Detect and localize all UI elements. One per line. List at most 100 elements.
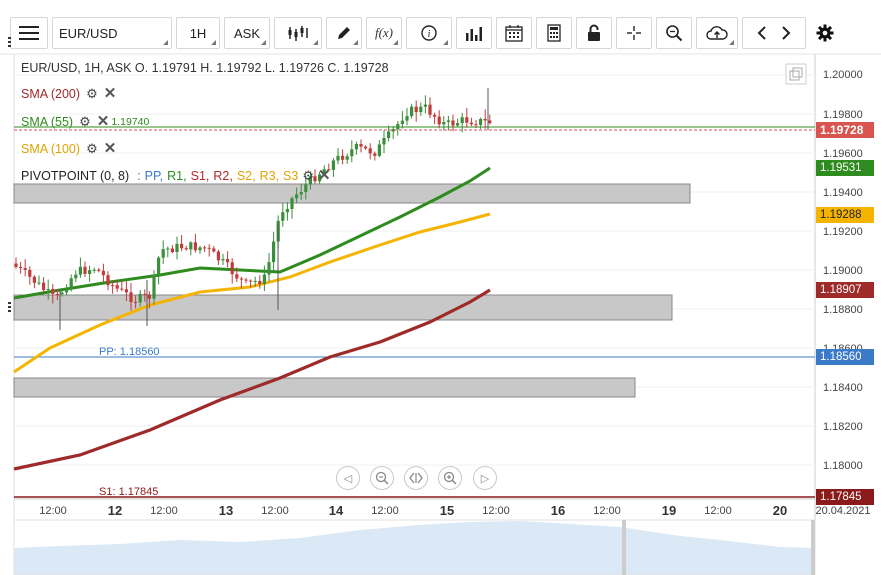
candle-body (69, 278, 73, 290)
pivot-item-pp: PP, (144, 169, 164, 183)
candle-body (290, 198, 294, 209)
x-tick-day: 12 (107, 503, 123, 518)
candle-body (65, 289, 69, 293)
candle-body (230, 262, 234, 275)
close-icon[interactable]: ✕ (318, 167, 331, 184)
candle-body (198, 247, 202, 251)
zoom-out-icon (375, 471, 389, 485)
candle-body (350, 149, 354, 157)
dropdown-corner-icon (313, 40, 318, 45)
candle-body (28, 269, 32, 277)
candle-body (152, 274, 156, 299)
candle-body (359, 144, 363, 147)
sma200-legend: SMA (200) ⚙ ✕ (21, 85, 117, 102)
sma55-label[interactable]: SMA (55) (21, 115, 74, 129)
close-icon[interactable]: ✕ (103, 85, 117, 102)
crosshair-icon (627, 26, 641, 40)
volume-button[interactable] (456, 17, 492, 49)
candle-body (83, 266, 87, 274)
zoom-button[interactable] (656, 17, 692, 49)
cloud-button[interactable] (696, 17, 738, 49)
grid-lines (14, 74, 815, 466)
candle-body (203, 247, 207, 249)
candle-body (60, 292, 64, 295)
candle-body (387, 131, 391, 138)
info-icon: i (421, 25, 437, 41)
candle-body (341, 155, 345, 160)
chevron-left-icon[interactable] (757, 25, 767, 41)
reset-zoom-button[interactable] (404, 466, 428, 490)
fit-icon (409, 472, 423, 484)
x-tick: 12:00 (371, 505, 399, 517)
calculator-icon (547, 24, 561, 42)
pivot-item-r2: R2, (213, 169, 233, 183)
dropdown-corner-icon (393, 40, 398, 45)
gear-icon[interactable]: ⚙ (79, 114, 91, 129)
x-tick-date: 20.04.2021 (815, 505, 871, 517)
candle-body (396, 124, 400, 130)
x-tick: 12:00 (261, 505, 289, 517)
chart-type-button[interactable] (274, 17, 322, 49)
scroll-left-button[interactable]: ◁ (336, 466, 360, 490)
candle-body (465, 117, 469, 123)
gear-icon[interactable]: ⚙ (86, 86, 98, 101)
candle-body (14, 263, 18, 267)
chevron-right-icon[interactable] (781, 25, 791, 41)
candle-body (364, 146, 368, 149)
pivot-colon: : (137, 169, 141, 183)
x-tick-day: 13 (218, 503, 234, 518)
candle-body (336, 155, 340, 161)
candle-body (308, 176, 312, 185)
candle-body (189, 242, 193, 250)
candle-body (170, 248, 174, 253)
calendar-button[interactable] (496, 17, 532, 49)
gear-icon[interactable]: ⚙ (86, 141, 98, 156)
candle-body (272, 241, 276, 263)
candle-body (488, 120, 492, 124)
candle-body (304, 184, 308, 192)
draw-tool-button[interactable] (326, 17, 362, 49)
candle-body (267, 262, 271, 275)
scroll-right-button[interactable]: ▷ (473, 466, 497, 490)
sma55-line (13, 166, 491, 300)
candle-body (115, 285, 119, 289)
zoom-out-button[interactable] (370, 466, 394, 490)
pivot-item-r3: R3, (259, 169, 280, 183)
gear-icon[interactable]: ⚙ (302, 168, 314, 183)
candle-body (42, 282, 46, 290)
candle-body (410, 106, 414, 117)
candle-body (382, 137, 386, 145)
candle-body (180, 243, 184, 249)
sma100-legend: SMA (100) ⚙ ✕ (21, 140, 117, 157)
pivot-item-s1: S1, (190, 169, 210, 183)
bar-chart-icon (466, 27, 482, 41)
lock-button[interactable] (576, 17, 612, 49)
menu-button[interactable] (10, 17, 48, 49)
close-icon[interactable]: ✕ (103, 140, 117, 157)
gear-icon (816, 24, 834, 42)
settings-button[interactable] (810, 17, 840, 49)
crosshair-button[interactable] (616, 17, 652, 49)
close-icon[interactable]: ✕ (96, 113, 110, 130)
pencil-icon (338, 27, 350, 39)
candle-body (216, 251, 220, 261)
price-type-label: ASK (233, 25, 260, 41)
candle-body (419, 106, 423, 113)
sma100-label[interactable]: SMA (100) (21, 142, 81, 156)
candle-body (285, 208, 289, 213)
info-button[interactable]: i (406, 17, 452, 49)
candle-body (147, 294, 151, 299)
drag-handle-bottom (8, 302, 11, 312)
symbol-selector[interactable]: EUR/USD (52, 17, 172, 49)
zoom-in-button[interactable] (438, 466, 462, 490)
x-tick: 12:00 (482, 505, 510, 517)
y-tick: 1.18800 (823, 304, 863, 316)
timeframe-selector[interactable]: 1H (176, 17, 220, 49)
price-type-selector[interactable]: ASK (224, 17, 270, 49)
sma200-label[interactable]: SMA (200) (21, 87, 81, 101)
indicators-button[interactable]: f(x) (366, 17, 402, 49)
pivot-label[interactable]: PIVOTPOINT (0, 8) (21, 169, 130, 183)
current-price-tag: 1.19728 (816, 122, 874, 138)
calculator-button[interactable] (536, 17, 572, 49)
